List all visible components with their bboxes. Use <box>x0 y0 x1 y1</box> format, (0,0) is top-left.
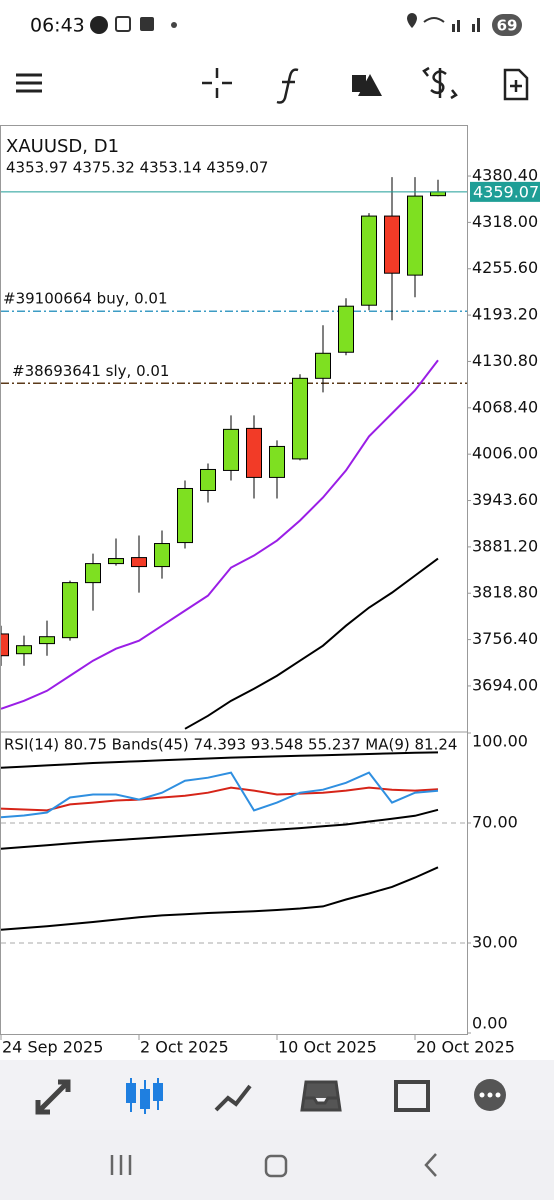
y-tick-label: 0.00 <box>472 1014 508 1033</box>
indicator-line <box>1 751 439 769</box>
candle-body <box>430 191 446 197</box>
y-tick-label: 4318.00 <box>472 212 538 231</box>
rsi-title: RSI(14) 80.75 Bands(45) 74.393 93.548 55… <box>4 736 457 754</box>
candle-body <box>407 195 423 276</box>
candle-body <box>315 352 331 379</box>
candle-body <box>1 633 9 657</box>
candle-body <box>39 636 55 645</box>
order-label: #39100664 buy, 0.01 <box>3 290 168 308</box>
x-tick-label: 2 Oct 2025 <box>140 1038 229 1057</box>
candle-body <box>269 445 285 478</box>
candle-body <box>361 215 377 306</box>
y-tick-label: 4193.20 <box>472 305 538 324</box>
candle-body <box>246 427 262 478</box>
candle-body <box>292 377 308 460</box>
candle-body <box>108 558 124 565</box>
y-tick-label: 4130.80 <box>472 351 538 370</box>
candle-body <box>16 645 32 655</box>
candle-body <box>62 582 78 639</box>
y-tick-label: 4380.40 <box>472 166 538 185</box>
indicator-line <box>184 557 439 730</box>
candle-body <box>85 563 101 584</box>
trade-tab[interactable] <box>214 1084 252 1112</box>
bottom-nav <box>0 1060 554 1130</box>
last-price-label: 4359.07 <box>473 182 539 201</box>
news-tab[interactable] <box>394 1080 430 1112</box>
y-tick-label: 3756.40 <box>472 629 538 648</box>
y-tick-label: 3943.60 <box>472 490 538 509</box>
indicator-line <box>1 808 439 850</box>
objects-button[interactable] <box>352 74 382 96</box>
y-tick-label: 4068.40 <box>472 397 538 416</box>
chart-tab[interactable] <box>126 1078 163 1114</box>
y-tick-label: 70.00 <box>472 813 518 832</box>
chart-area[interactable]: 4380.40 4318.00 4255.60 4193.20 4130.80 4068.… <box>0 166 540 1057</box>
indicator-line <box>1 771 439 819</box>
menu-button[interactable] <box>16 73 42 93</box>
history-tab[interactable] <box>300 1080 342 1112</box>
y-tick-label: 100.00 <box>472 732 528 751</box>
y-tick-label: 3818.80 <box>472 583 538 602</box>
indicators-button[interactable] <box>276 68 299 104</box>
candle-body <box>131 557 147 568</box>
indicator-line <box>1 866 439 931</box>
y-tick-label: 30.00 <box>472 933 518 952</box>
system-nav <box>0 1130 554 1200</box>
new-order-button[interactable] <box>503 68 529 101</box>
candle-body <box>154 543 170 568</box>
candle-body <box>200 468 216 491</box>
candle-body <box>223 428 239 471</box>
candle-body <box>338 305 354 353</box>
status-time: 06:43 <box>30 15 85 37</box>
toolbar <box>16 66 529 104</box>
system-nav-buttons[interactable] <box>110 1153 437 1178</box>
quotes-tab[interactable] <box>35 1079 71 1115</box>
x-tick-label: 24 Sep 2025 <box>2 1038 103 1057</box>
battery-level: 69 <box>497 17 518 35</box>
symbol-title: XAUUSD, D1 <box>6 136 119 157</box>
indicator-line <box>1 359 439 710</box>
ohlc-readout: 4353.97 4375.32 4353.14 4359.07 <box>6 159 268 177</box>
status-icons <box>90 13 522 36</box>
x-tick-label: 20 Oct 2025 <box>416 1038 515 1057</box>
last-price-box <box>470 181 540 202</box>
trade-button[interactable] <box>422 66 458 100</box>
chart-frame <box>0 125 468 1035</box>
order-label: #38693641 sly, 0.01 <box>12 362 169 380</box>
bottom-nav-icons <box>35 1078 506 1115</box>
y-tick-label: 4255.60 <box>472 258 538 277</box>
indicator-line <box>1 786 439 812</box>
y-tick-label: 3881.20 <box>472 536 538 555</box>
y-tick-label: 3694.00 <box>472 675 538 694</box>
candle-body <box>177 487 193 544</box>
y-tick-label: 4006.00 <box>472 444 538 463</box>
x-tick-label: 10 Oct 2025 <box>278 1038 377 1057</box>
crosshair-button[interactable] <box>202 68 232 98</box>
candle-body <box>384 215 400 274</box>
